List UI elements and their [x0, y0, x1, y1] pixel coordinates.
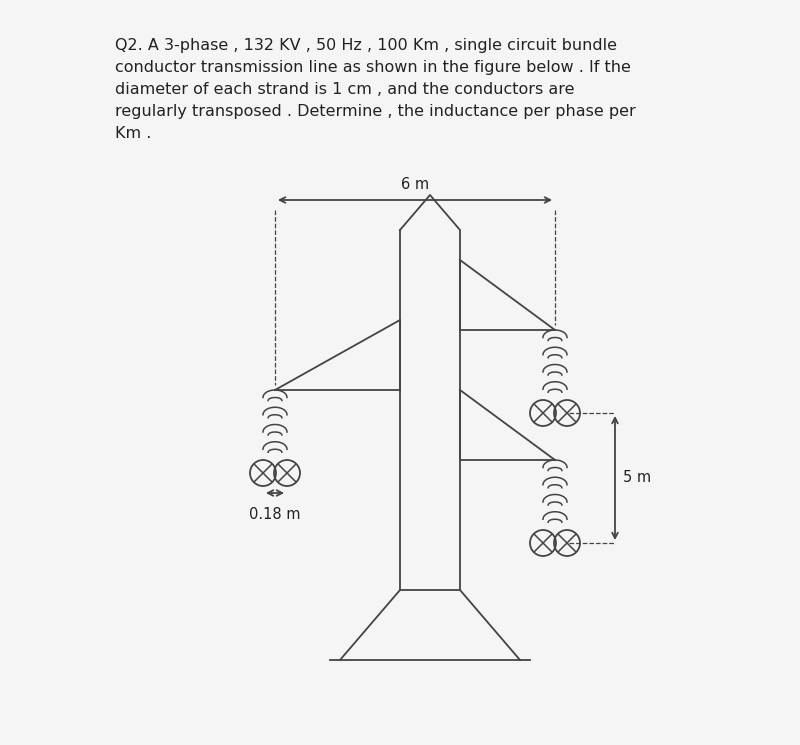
Text: Q2. A 3-phase , 132 KV , 50 Hz , 100 Km , single circuit bundle: Q2. A 3-phase , 132 KV , 50 Hz , 100 Km …	[115, 38, 617, 53]
Text: regularly transposed . Determine , the inductance per phase per: regularly transposed . Determine , the i…	[115, 104, 636, 119]
Text: diameter of each strand is 1 cm , and the conductors are: diameter of each strand is 1 cm , and th…	[115, 82, 574, 97]
Text: 0.18 m: 0.18 m	[250, 507, 301, 522]
Text: conductor transmission line as shown in the figure below . If the: conductor transmission line as shown in …	[115, 60, 631, 75]
Text: 6 m: 6 m	[401, 177, 429, 192]
Text: Km .: Km .	[115, 126, 151, 141]
Text: 5 m: 5 m	[623, 471, 651, 486]
